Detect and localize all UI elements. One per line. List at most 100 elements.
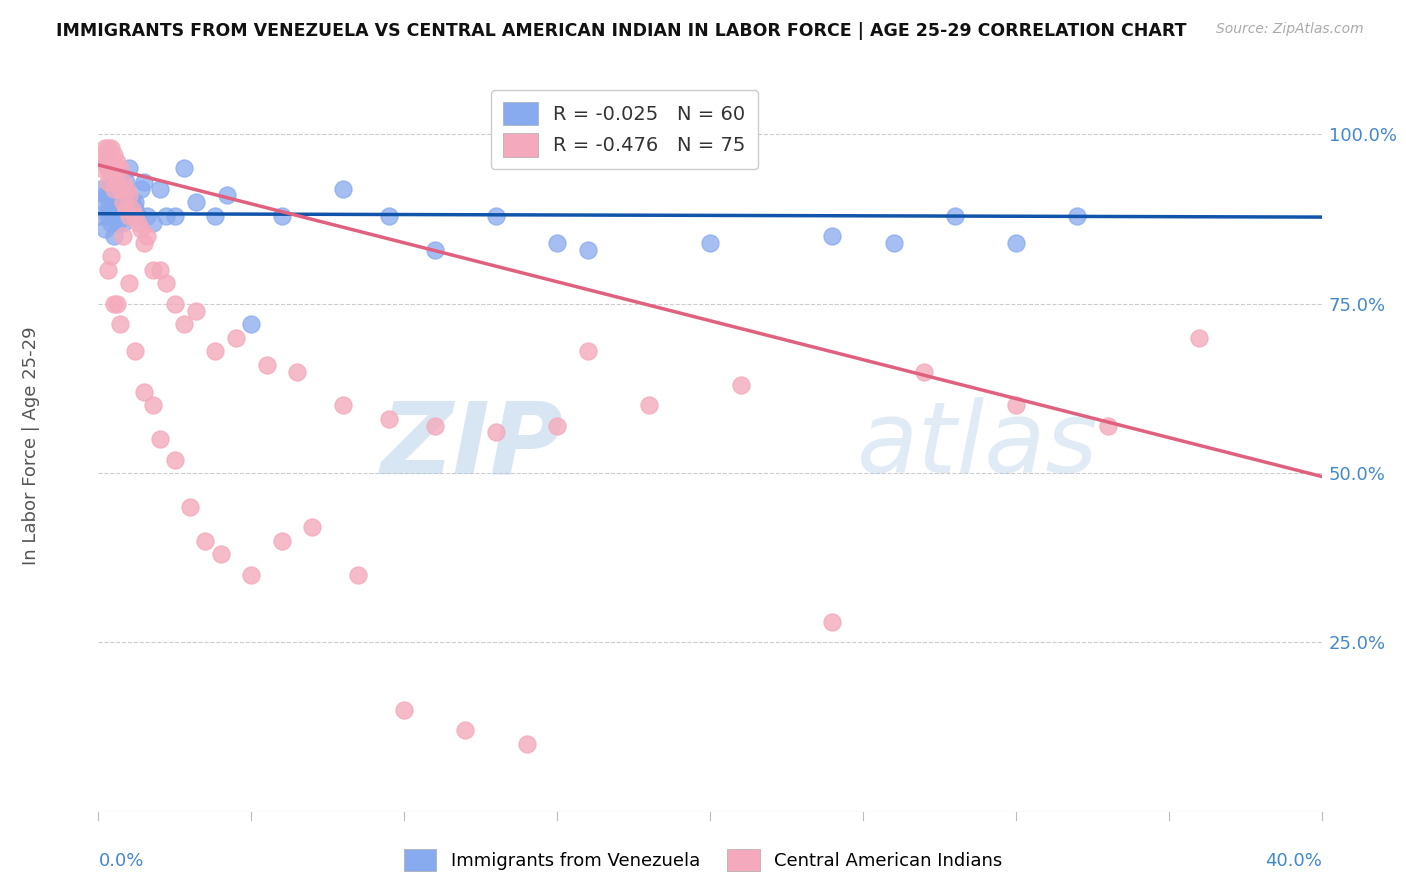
- Point: [115, 209, 138, 223]
- Point: [186, 195, 208, 210]
- Point: [121, 202, 143, 216]
- Point: [105, 215, 128, 229]
- Point: [111, 188, 134, 202]
- Point: [118, 209, 141, 223]
- Point: [127, 209, 149, 223]
- Point: [142, 215, 165, 229]
- Point: [149, 181, 172, 195]
- Point: [97, 161, 120, 176]
- Point: [90, 161, 112, 176]
- Point: [121, 195, 143, 210]
- Point: [111, 229, 134, 244]
- Point: [124, 344, 146, 359]
- Point: [215, 188, 238, 202]
- Point: [97, 148, 120, 162]
- Point: [378, 412, 401, 426]
- Point: [134, 235, 156, 250]
- Point: [378, 209, 401, 223]
- Point: [108, 161, 131, 176]
- Point: [256, 358, 278, 372]
- Point: [115, 181, 138, 195]
- Point: [1188, 331, 1211, 345]
- Text: IMMIGRANTS FROM VENEZUELA VS CENTRAL AMERICAN INDIAN IN LABOR FORCE | AGE 25-29 : IMMIGRANTS FROM VENEZUELA VS CENTRAL AME…: [56, 22, 1187, 40]
- Point: [155, 277, 177, 291]
- Point: [576, 243, 599, 257]
- Point: [225, 331, 247, 345]
- Point: [129, 181, 152, 195]
- Point: [149, 432, 172, 446]
- Point: [108, 181, 131, 195]
- Point: [105, 195, 128, 210]
- Point: [163, 297, 186, 311]
- Point: [1097, 418, 1119, 433]
- Point: [118, 161, 141, 176]
- Point: [134, 175, 156, 189]
- Point: [821, 229, 844, 244]
- Point: [204, 344, 226, 359]
- Text: ZIP: ZIP: [380, 398, 564, 494]
- Point: [136, 209, 159, 223]
- Point: [124, 195, 146, 210]
- Point: [105, 188, 128, 202]
- Point: [118, 209, 141, 223]
- Point: [108, 175, 131, 189]
- Point: [699, 235, 721, 250]
- Point: [821, 615, 844, 629]
- Point: [90, 148, 112, 162]
- Point: [111, 215, 134, 229]
- Point: [100, 168, 122, 182]
- Point: [100, 175, 122, 189]
- Point: [100, 249, 122, 263]
- Point: [100, 202, 122, 216]
- Point: [111, 181, 134, 195]
- Text: 0.0%: 0.0%: [98, 852, 143, 870]
- Point: [118, 188, 141, 202]
- Point: [209, 547, 232, 561]
- Point: [186, 303, 208, 318]
- Point: [163, 452, 186, 467]
- Point: [194, 533, 217, 548]
- Legend: Immigrants from Venezuela, Central American Indians: Immigrants from Venezuela, Central Ameri…: [396, 842, 1010, 879]
- Point: [103, 297, 125, 311]
- Point: [115, 175, 138, 189]
- Point: [90, 209, 112, 223]
- Point: [103, 161, 125, 176]
- Point: [347, 567, 370, 582]
- Point: [149, 263, 172, 277]
- Point: [97, 209, 120, 223]
- Point: [90, 181, 112, 195]
- Point: [108, 209, 131, 223]
- Point: [129, 222, 152, 236]
- Point: [1066, 209, 1088, 223]
- Point: [546, 418, 568, 433]
- Point: [105, 175, 128, 189]
- Point: [173, 161, 195, 176]
- Text: In Labor Force | Age 25-29: In Labor Force | Age 25-29: [22, 326, 41, 566]
- Point: [103, 209, 125, 223]
- Point: [883, 235, 905, 250]
- Point: [134, 384, 156, 399]
- Point: [93, 222, 115, 236]
- Point: [392, 703, 416, 717]
- Text: Source: ZipAtlas.com: Source: ZipAtlas.com: [1216, 22, 1364, 37]
- Point: [103, 181, 125, 195]
- Point: [103, 181, 125, 195]
- Point: [423, 418, 446, 433]
- Point: [100, 215, 122, 229]
- Text: 40.0%: 40.0%: [1265, 852, 1322, 870]
- Point: [97, 263, 120, 277]
- Point: [97, 161, 120, 176]
- Point: [97, 202, 120, 216]
- Point: [111, 175, 134, 189]
- Point: [97, 175, 120, 189]
- Point: [103, 229, 125, 244]
- Point: [108, 317, 131, 331]
- Point: [485, 209, 508, 223]
- Point: [454, 723, 477, 738]
- Point: [301, 520, 323, 534]
- Point: [155, 209, 177, 223]
- Text: atlas: atlas: [856, 398, 1098, 494]
- Point: [111, 195, 134, 210]
- Point: [127, 215, 149, 229]
- Point: [332, 398, 354, 412]
